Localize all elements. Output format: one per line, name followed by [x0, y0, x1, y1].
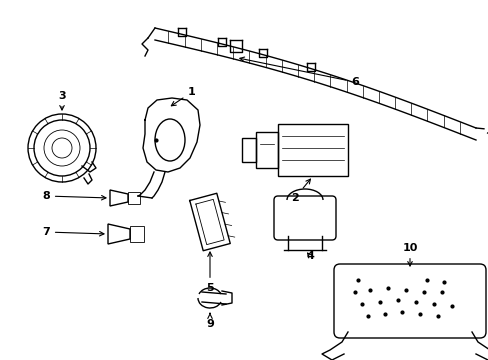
- Text: 9: 9: [205, 313, 214, 329]
- Text: 1: 1: [171, 87, 196, 106]
- Text: 5: 5: [206, 252, 213, 293]
- Text: 8: 8: [42, 191, 106, 201]
- Text: 10: 10: [402, 243, 417, 266]
- Text: 6: 6: [240, 57, 358, 87]
- Text: 7: 7: [42, 227, 104, 237]
- Text: 2: 2: [290, 179, 310, 203]
- Text: 3: 3: [58, 91, 66, 110]
- Text: 4: 4: [305, 251, 313, 261]
